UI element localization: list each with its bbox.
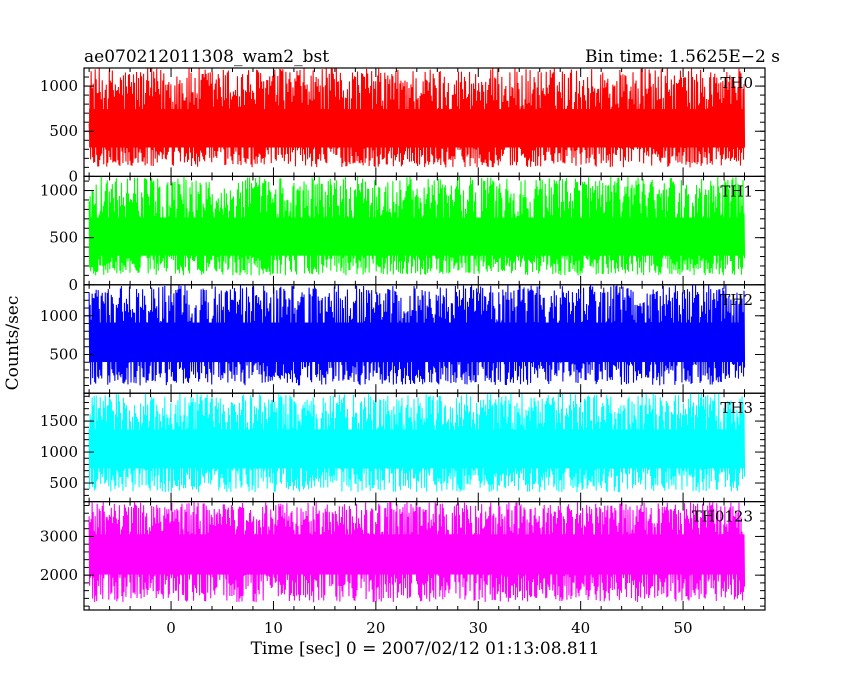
panel-th3: 500 1000 1500 TH3 [40, 392, 766, 503]
series-th0-core [89, 109, 745, 148]
panel-frame [83, 501, 766, 611]
y-tick-label: 1000 [40, 307, 78, 325]
series-name-label: TH0 [720, 74, 753, 92]
y-tick-label: 1500 [40, 412, 78, 430]
series-th3-core [89, 429, 745, 469]
series-th0123-core [89, 534, 745, 575]
x-tick-label: 20 [366, 619, 385, 637]
x-axis-label: Time [sec] 0 = 2007/02/12 01:13:08.811 [251, 639, 600, 659]
series-th1-core [89, 217, 745, 256]
series-th2-core [89, 322, 745, 363]
y-tick-label: 2000 [40, 566, 78, 584]
y-tick-label: 500 [49, 474, 78, 492]
y-tick-label: 3000 [40, 527, 78, 545]
y-tick-label: 500 [49, 122, 78, 140]
x-tick-label: 40 [571, 619, 590, 637]
x-tick-label: 50 [674, 619, 693, 637]
y-tick-label: 0 [68, 167, 78, 185]
panel-th2: 500 1000 TH2 [40, 284, 766, 394]
y-tick-label: 500 [49, 229, 78, 247]
x-tick-label: 10 [264, 619, 283, 637]
figure-title: ae070212011308_wam2_bst [84, 47, 329, 67]
y-tick-label: 0 [68, 276, 78, 294]
series-name-label: TH3 [720, 399, 753, 417]
y-axis-label: Counts/sec [3, 296, 23, 391]
series-name-label: TH0123 [692, 508, 753, 526]
x-tick-label: 0 [166, 619, 176, 637]
x-tick-label: 30 [469, 619, 488, 637]
panel-th0123: 2000 3000 TH0123 0 10 20 30 40 50 [40, 501, 766, 637]
bin-time-label: Bin time: 1.5625E−2 s [585, 47, 780, 67]
y-tick-label: 1000 [40, 77, 78, 95]
y-tick-label: 500 [49, 345, 78, 363]
panel-th0: 0 500 1000 TH0 [40, 67, 766, 185]
series-name-label: TH2 [720, 291, 753, 309]
y-tick-label: 1000 [40, 443, 78, 461]
y-tick-label: 1000 [40, 182, 78, 200]
series-name-label: TH1 [720, 182, 753, 200]
panel-th1: 0 500 1000 TH1 [40, 175, 766, 294]
